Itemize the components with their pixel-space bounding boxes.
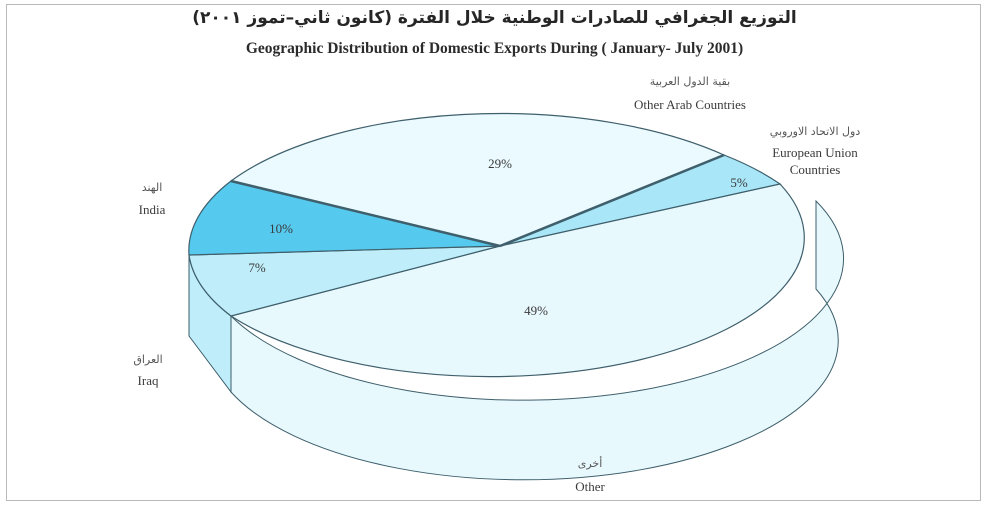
label-other-ar: أخرى [577, 457, 603, 470]
label-eu-en-1: European Union [772, 145, 858, 160]
label-india-en: India [138, 202, 166, 217]
label-49-percent: 49% [524, 303, 548, 318]
slice-india [188, 180, 501, 256]
chart-title-arabic: التوزيع الجغرافي للصادرات الوطنية خلال ا… [192, 8, 797, 28]
slice-iraq [188, 245, 501, 317]
separator-arab-eu [499, 153, 725, 248]
label-other-arab-en: Other Arab Countries [634, 97, 746, 112]
side-wall-other [230, 199, 845, 481]
label-iraq: العراق Iraq [108, 352, 188, 389]
label-5-percent: 5% [730, 175, 748, 190]
label-eu-en-2: Countries [789, 162, 841, 177]
label-india: الهند India [112, 180, 192, 218]
label-29-percent: 29% [488, 156, 512, 171]
pie-top-face [188, 112, 805, 378]
label-7-percent: 7% [248, 260, 266, 275]
slice-other [229, 183, 805, 378]
label-other-arab-ar: بقية الدول العربية [649, 75, 731, 88]
label-iraq-en: Iraq [137, 373, 159, 388]
chart-title-english: Geographic Distribution of Domestic Expo… [245, 40, 744, 57]
label-other: أخرى Other [540, 456, 640, 495]
label-iraq-ar: العراق [133, 353, 163, 366]
label-10-percent: 10% [269, 221, 293, 236]
label-india-ar: الهند [141, 181, 163, 194]
label-other-en: Other [575, 479, 605, 494]
label-other-arab-countries: بقية الدول العربية Other Arab Countries [600, 74, 780, 113]
separator-india-arab [230, 179, 501, 248]
label-eu-ar: دول الاتحاد الاوروبي [769, 125, 861, 138]
slice-other-arab-countries [229, 112, 726, 247]
label-european-union: دول الاتحاد الاوروبي European Union Coun… [750, 124, 880, 178]
